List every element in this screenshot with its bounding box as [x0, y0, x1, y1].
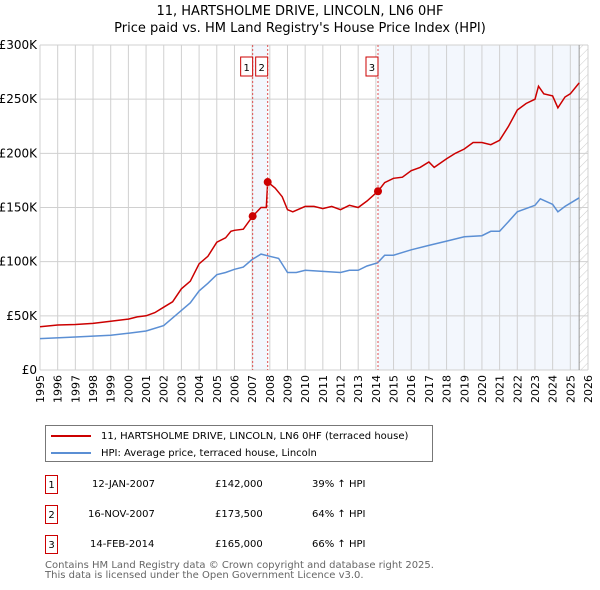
sale-label-box	[240, 56, 254, 77]
legend-swatch-blue	[51, 452, 91, 454]
x-tick-label: 2024	[547, 375, 560, 403]
x-tick-label: 2015	[388, 375, 401, 403]
transaction-hpi-diff: 66% ↑ HPI	[312, 539, 366, 550]
y-tick-label: £100K	[0, 255, 38, 269]
legend-label: 11, HARTSHOLME DRIVE, LINCOLN, LN6 0HF (…	[101, 430, 409, 442]
x-tick-label: 2021	[494, 375, 507, 403]
legend-label: HPI: Average price, terraced house, Linc…	[101, 447, 317, 459]
footer-copyright: Contains HM Land Registry data © Crown c…	[45, 560, 434, 571]
x-tick-label: 2000	[122, 375, 135, 403]
x-tick-label: 1995	[34, 375, 47, 403]
x-tick-label: 2004	[193, 375, 206, 403]
x-tick-label: 2011	[317, 375, 330, 403]
transaction-price: £173,500	[215, 509, 263, 520]
sale-point	[373, 187, 382, 196]
x-tick-label: 2013	[352, 375, 365, 403]
sale-label: 3	[369, 63, 375, 74]
x-tick-label: 1997	[69, 375, 82, 403]
legend-item-hpi: HPI: Average price, terraced house, Linc…	[51, 446, 317, 460]
x-tick-label: 2001	[140, 375, 153, 403]
x-tick-label: 2002	[158, 375, 171, 403]
legend: 11, HARTSHOLME DRIVE, LINCOLN, LN6 0HF (…	[45, 425, 433, 462]
x-tick-label: 1996	[52, 375, 65, 403]
y-tick-label: £200K	[0, 146, 38, 160]
transaction-number-badge: 1	[45, 475, 58, 494]
legend-swatch-red	[51, 435, 91, 437]
transaction-number-badge: 3	[45, 535, 58, 554]
legend-item-property: 11, HARTSHOLME DRIVE, LINCOLN, LN6 0HF (…	[51, 429, 408, 443]
transaction-hpi-diff: 39% ↑ HPI	[312, 479, 366, 490]
x-tick-label: 2017	[423, 375, 436, 403]
transaction-price: £142,000	[215, 479, 263, 490]
x-tick-label: 2022	[511, 375, 524, 403]
sale-label: 2	[258, 63, 264, 74]
sale-label: 1	[243, 63, 249, 74]
x-tick-label: 2016	[405, 375, 418, 403]
series-line	[39, 82, 580, 328]
x-tick-label: 2026	[582, 375, 595, 403]
sale-point	[248, 212, 257, 221]
transaction-price: £165,000	[215, 539, 263, 550]
transaction-number-badge: 2	[45, 505, 58, 524]
x-tick-label: 2014	[370, 375, 383, 403]
sale-label-box	[365, 56, 379, 77]
chart-title: 11, HARTSHOLME DRIVE, LINCOLN, LN6 0HF	[156, 4, 444, 19]
footer-licence: This data is licensed under the Open Gov…	[45, 570, 364, 581]
footer: Contains HM Land Registry data © Crown c…	[45, 561, 434, 581]
y-tick-label: £300K	[0, 38, 38, 52]
x-tick-label: 1998	[87, 375, 100, 403]
x-tick-label: 2005	[211, 375, 224, 403]
sale-label-box	[255, 56, 269, 77]
x-tick-label: 1999	[105, 375, 118, 403]
x-tick-label: 2020	[476, 375, 489, 403]
y-tick-label: £0	[22, 363, 37, 377]
price-chart: 1995 1996 1997 1998 1999 2000 2001 2002 2003 2004…	[0, 38, 595, 403]
x-tick-label: 2018	[441, 375, 454, 403]
x-tick-label: 2025	[564, 375, 577, 403]
y-tick-label: £50K	[6, 309, 38, 323]
transaction-row: 2 16-NOV-2007 £173,500 64% ↑ HPI	[45, 505, 445, 525]
transaction-date: 14-FEB-2014	[90, 539, 155, 550]
y-tick-label: £250K	[0, 92, 38, 106]
x-tick-label: 2008	[264, 375, 277, 403]
x-tick-label: 2010	[299, 375, 312, 403]
transaction-date: 12-JAN-2007	[92, 479, 156, 490]
chart-subtitle: Price paid vs. HM Land Registry's House …	[114, 21, 486, 36]
transaction-row: 3 14-FEB-2014 £165,000 66% ↑ HPI	[45, 535, 445, 555]
x-tick-label: 2023	[529, 375, 542, 403]
transaction-row: 1 12-JAN-2007 £142,000 39% ↑ HPI	[45, 475, 445, 495]
transaction-hpi-diff: 64% ↑ HPI	[312, 509, 366, 520]
sale-point	[263, 178, 272, 187]
x-tick-label: 2009	[281, 375, 294, 403]
series-line	[39, 197, 580, 340]
transaction-date: 16-NOV-2007	[88, 509, 155, 520]
x-tick-label: 2019	[458, 375, 471, 403]
y-tick-label: £150K	[0, 201, 38, 215]
x-tick-label: 2007	[246, 375, 259, 403]
x-tick-label: 2003	[175, 375, 188, 403]
x-tick-label: 2012	[335, 375, 348, 403]
x-tick-label: 2006	[228, 375, 241, 403]
